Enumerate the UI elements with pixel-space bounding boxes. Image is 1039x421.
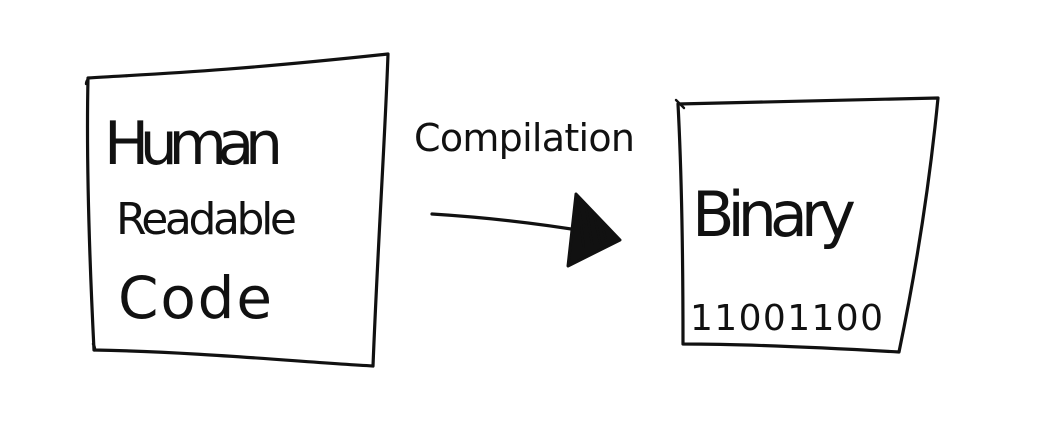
- arrow-shaft: [430, 212, 592, 234]
- arrow-head: [566, 192, 622, 268]
- source-box-outline: [85, 52, 390, 368]
- source-code-box: Human Readable Code: [84, 52, 390, 368]
- binary-box: Binary 11001100: [674, 96, 940, 354]
- binary-box-outline: [676, 96, 940, 354]
- source-line-human: Human: [104, 109, 286, 179]
- arrow-head-scribble: [572, 196, 608, 252]
- arrow-label-compilation: Compilation: [414, 116, 636, 160]
- compilation-arrow: [430, 192, 622, 268]
- source-line-readable: Readable: [116, 194, 298, 245]
- binary-title: Binary: [692, 178, 858, 251]
- binary-digits: 11001100: [690, 298, 884, 339]
- binary-box-corner-tick: [674, 98, 686, 110]
- source-box-overstroke: [84, 76, 97, 352]
- source-line-code: Code: [118, 264, 276, 332]
